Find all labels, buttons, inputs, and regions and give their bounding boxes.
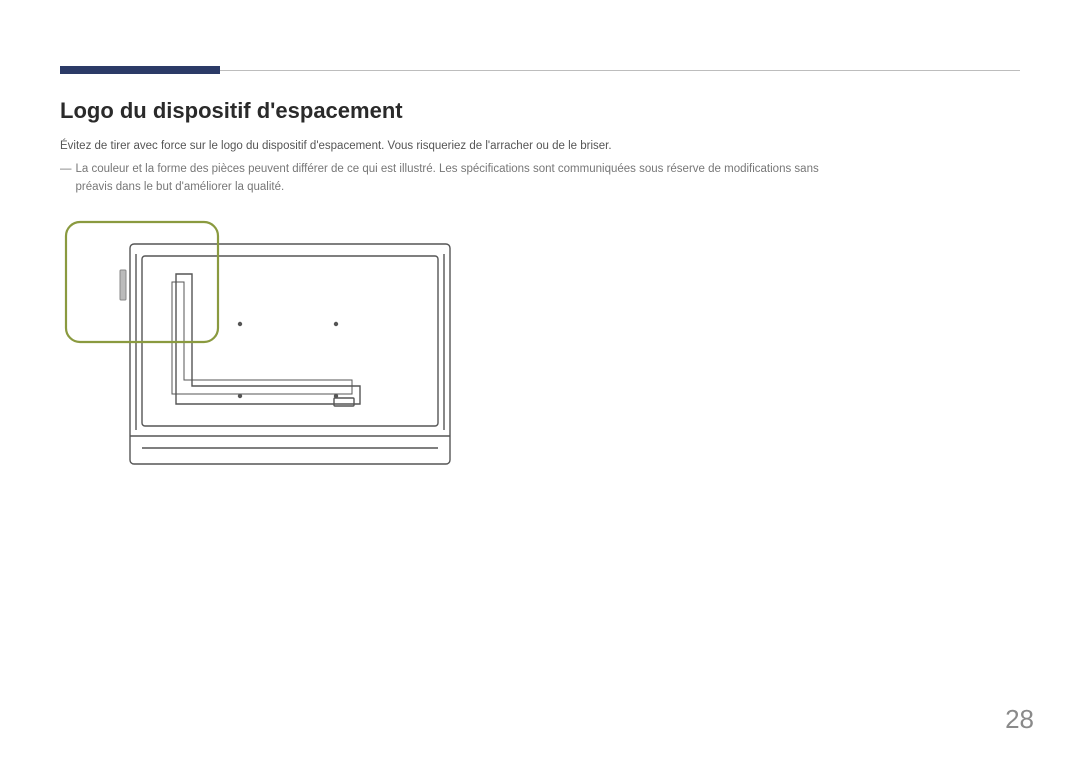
header-accent-bar [60, 66, 220, 74]
note-dash-icon: ― [60, 161, 72, 178]
section-title: Logo du dispositif d'espacement [60, 98, 1020, 124]
header-rule [60, 60, 1020, 72]
body-text: Évitez de tirer avec force sur le logo d… [60, 138, 1020, 155]
note-text: La couleur et la forme des pièces peuven… [76, 161, 841, 196]
monitor-back-diagram-icon [60, 214, 460, 474]
device-illustration [60, 214, 1020, 479]
note-line: ― La couleur et la forme des pièces peuv… [60, 161, 840, 196]
manual-page: Logo du dispositif d'espacement Évitez d… [0, 0, 1080, 763]
page-number: 28 [1005, 704, 1034, 735]
